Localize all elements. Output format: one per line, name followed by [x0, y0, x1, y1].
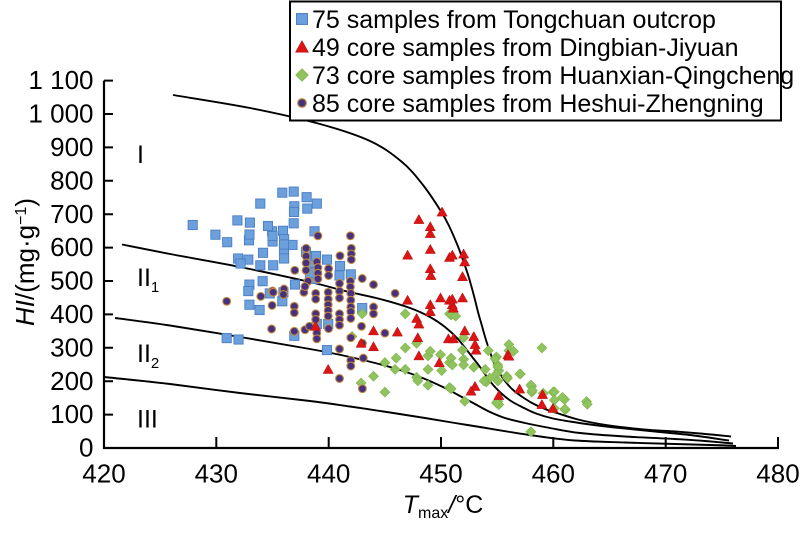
svg-text:430: 430 [195, 459, 238, 489]
svg-text:460: 460 [532, 459, 575, 489]
svg-text:400: 400 [50, 299, 93, 329]
svg-text:440: 440 [307, 459, 350, 489]
svg-text:450: 450 [419, 459, 462, 489]
svg-text:800: 800 [50, 165, 93, 195]
svg-text:49 core samples from Dingbian-: 49 core samples from Dingbian-Jiyuan [312, 34, 739, 62]
svg-text:I: I [137, 141, 144, 169]
svg-text:200: 200 [50, 366, 93, 396]
svg-text:600: 600 [50, 232, 93, 262]
svg-text:Tmax/°C: Tmax/°C [403, 491, 484, 522]
svg-text:480: 480 [756, 459, 799, 489]
svg-text:III: III [137, 406, 158, 434]
svg-text:100: 100 [50, 399, 93, 429]
svg-text:420: 420 [82, 459, 125, 489]
svg-text:700: 700 [50, 199, 93, 229]
svg-text:75 samples from Tongchuan outc: 75 samples from Tongchuan outcrop [312, 6, 716, 34]
svg-text:1 100: 1 100 [28, 65, 93, 95]
svg-text:900: 900 [50, 132, 93, 162]
svg-text:0: 0 [79, 433, 93, 463]
svg-text:470: 470 [644, 459, 687, 489]
svg-text:500: 500 [50, 266, 93, 296]
svg-text:73 core samples from Huanxian-: 73 core samples from Huanxian-Qingcheng [312, 62, 794, 90]
svg-text:1 000: 1 000 [28, 99, 93, 129]
svg-text:300: 300 [50, 332, 93, 362]
svg-text:85 core samples from Heshui-Zh: 85 core samples from Heshui-Zhengning [312, 90, 764, 118]
svg-text:HI/(mg·g−1): HI/(mg·g−1) [10, 198, 40, 326]
